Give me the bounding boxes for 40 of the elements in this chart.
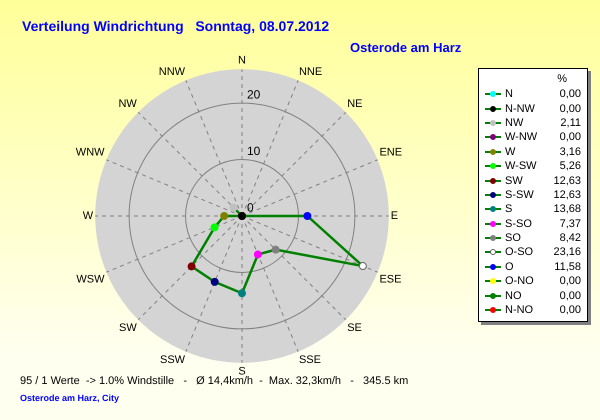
text: S-SO 7,37 [505, 218, 581, 230]
spoke-label: WNW [76, 146, 106, 158]
text: SW 12,63 [505, 174, 581, 187]
spoke-label: SW [119, 322, 138, 334]
spoke-label: NW [118, 98, 138, 110]
text: O 11,58 [505, 260, 581, 273]
spoke-label: SSW [160, 354, 186, 366]
text: O-NO 0,00 [505, 275, 581, 288]
spoke-label: W [82, 210, 94, 222]
text: Osterode am Harz, City [20, 393, 120, 403]
spoke-label: NNE [298, 66, 322, 78]
text: N-NW 0,00 [505, 102, 581, 115]
text: W-SW 5,26 [505, 160, 581, 172]
text: N 0,00 [505, 88, 581, 100]
spoke-label: ENE [379, 146, 402, 158]
spoke-label: ESE [379, 274, 402, 286]
chart-subtitle: Osterode am Harz [350, 40, 462, 55]
text: W 3,16 [505, 146, 581, 158]
y-tick-label: 20 [247, 87, 261, 102]
spoke-label: SE [347, 322, 362, 334]
spoke-label: E [390, 210, 398, 222]
text: NW 2,11 [505, 116, 581, 129]
spoke-label: WSW [76, 274, 106, 286]
text: NO 0,00 [505, 290, 581, 302]
spoke-label: N [238, 54, 246, 67]
text: 95 / 1 Werte -> 1.0% Windstille - Ø 14,4km/h - Max. 32,3km/h - 345.5 km [20, 375, 408, 387]
spoke-label: SSE [298, 354, 321, 366]
y-tick-label: 0 [247, 200, 254, 214]
text: SO 8,42 [505, 232, 581, 244]
text: S-SW 12,63 [505, 188, 581, 201]
spoke-label: NE [347, 98, 362, 110]
text: N-NO 0,00 [505, 304, 581, 316]
spoke-label: NNW [158, 66, 186, 78]
text: S 13,68 [505, 203, 581, 216]
text: O-SO 23,16 [505, 246, 581, 258]
spoke-label: S [238, 365, 246, 378]
chart-title: Verteilung Windrichtung Sonntag, 08.07.2012 [22, 18, 330, 34]
legend-title: % [556, 73, 568, 87]
y-tick-label: 10 [247, 144, 261, 158]
text: W-NW 0,00 [505, 131, 581, 144]
